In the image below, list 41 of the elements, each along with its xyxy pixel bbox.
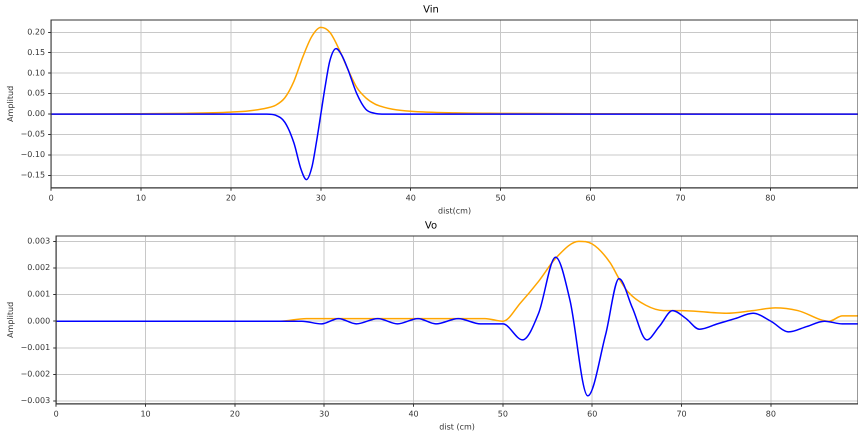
x-tick-label: 80: [765, 194, 776, 203]
x-tick-label: 20: [226, 194, 236, 203]
x-tick-label: 40: [408, 410, 419, 419]
line-series: [56, 256, 858, 397]
y-axis-title: Amplitud: [6, 302, 15, 338]
x-tick-label: 60: [587, 410, 598, 419]
y-tick-label: −0.001: [20, 342, 50, 352]
x-tick-label: 70: [676, 410, 687, 419]
y-tick-label: −0.002: [20, 370, 50, 379]
y-tick-label: 0.00: [27, 109, 46, 118]
x-axis-title: dist(cm): [438, 206, 472, 216]
x-tick-label: 30: [319, 410, 330, 419]
y-tick-label: 0.000: [27, 316, 50, 326]
y-tick-label: −0.10: [20, 150, 46, 160]
y-tick-label: 0.003: [27, 236, 50, 246]
x-tick-label: 10: [140, 410, 151, 419]
y-tick-label: −0.15: [20, 170, 46, 180]
x-tick-label: 40: [406, 194, 416, 203]
x-axis-title: dist (cm): [439, 422, 475, 432]
y-tick-label: 0.10: [27, 68, 46, 78]
y-tick-label: 0.001: [27, 290, 50, 299]
x-tick-label: 30: [316, 194, 326, 203]
line-series: [51, 48, 858, 180]
y-axis-title: Amplitud: [6, 86, 15, 122]
x-tick-label: 50: [498, 410, 508, 419]
y-tick-label: 0.002: [27, 263, 50, 272]
x-tick-label: 20: [230, 410, 240, 419]
x-tick-label: 80: [766, 410, 776, 419]
x-tick-label: 0: [54, 410, 59, 419]
x-tick-label: 70: [675, 194, 686, 203]
chart-title: Vo: [424, 220, 438, 232]
y-tick-label: 0.15: [27, 48, 46, 57]
y-tick-label: 0.05: [27, 88, 46, 98]
chart-title: Vin: [423, 4, 439, 16]
x-tick-label: 60: [585, 194, 596, 203]
y-tick-label: 0.20: [27, 27, 46, 36]
y-tick-label: −0.05: [20, 130, 46, 139]
x-tick-label: 10: [136, 194, 146, 203]
x-tick-label: 0: [48, 194, 54, 203]
x-tick-label: 50: [496, 194, 506, 203]
y-tick-label: −0.003: [20, 396, 50, 406]
